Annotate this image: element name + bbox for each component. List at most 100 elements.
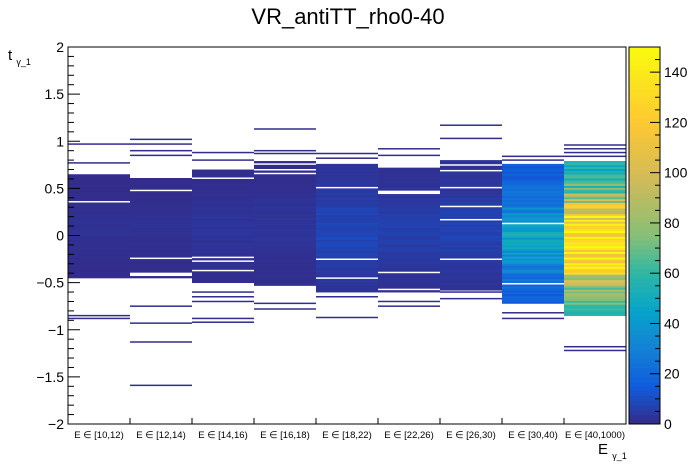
heatmap-cell — [254, 170, 316, 173]
heatmap-cell — [254, 161, 316, 164]
heatmap-cell — [378, 220, 440, 223]
heatmap-cell — [254, 270, 316, 273]
heatmap-cell — [254, 183, 316, 186]
heatmap-cell — [192, 237, 254, 240]
heatmap-cell — [192, 267, 254, 270]
x-category-label: E ∈ [26,30) — [446, 430, 495, 441]
heatmap-cell — [378, 241, 440, 244]
heatmap-cell — [378, 244, 440, 248]
heatmap-cell — [316, 214, 378, 218]
heatmap-column — [192, 151, 254, 323]
colorbar-segment — [629, 160, 660, 166]
heatmap-cell — [192, 210, 254, 214]
heatmap-cell — [440, 184, 502, 187]
heatmap-cell — [564, 276, 626, 279]
colorbar-segment — [629, 320, 660, 326]
heatmap-cell-outlier — [192, 291, 254, 293]
heatmap-cell — [502, 218, 564, 221]
heatmap-cell — [130, 210, 192, 213]
heatmap-cell — [192, 243, 254, 246]
heatmap-cell — [564, 187, 626, 190]
heatmap-cell — [440, 226, 502, 229]
colorbar-segment — [629, 348, 660, 354]
heatmap-cell — [192, 190, 254, 193]
colorbar-segment — [629, 310, 660, 317]
heatmap-cell-outlier — [130, 149, 192, 152]
heatmap-cell — [192, 235, 254, 238]
heatmap-cell — [564, 210, 626, 213]
heatmap-cell — [564, 204, 626, 207]
heatmap-cell — [502, 184, 564, 187]
heatmap-cell — [316, 239, 378, 242]
heatmap-cell — [378, 248, 440, 251]
heatmap-cell — [502, 248, 564, 251]
heatmap-cell — [502, 216, 564, 219]
heatmap-cell — [440, 201, 502, 204]
colorbar-tick-label: 100 — [664, 165, 688, 181]
chart-title: VR_antiTT_rho0-40 — [251, 4, 444, 29]
heatmap-cell — [192, 203, 254, 206]
heatmap-cell — [564, 285, 626, 288]
heatmap-cell — [316, 256, 378, 259]
heatmap-cell — [502, 212, 564, 216]
heatmap-cell — [564, 257, 626, 260]
colorbar-segment — [629, 56, 660, 62]
heatmap-cell-outlier — [564, 148, 626, 150]
heatmap-cell — [440, 167, 502, 170]
heatmap-cell — [440, 263, 502, 267]
heatmap-cell — [316, 250, 378, 253]
heatmap-column — [564, 144, 626, 352]
heatmap-cell — [378, 205, 440, 208]
heatmap-cell — [316, 224, 378, 227]
heatmap-cell — [316, 288, 378, 291]
colorbar-segment — [629, 376, 660, 383]
heatmap-cell — [316, 263, 378, 267]
heatmap-cell — [130, 266, 192, 269]
heatmap-cell — [192, 222, 254, 225]
heatmap-cell — [502, 258, 564, 261]
heatmap-cell — [564, 270, 626, 273]
heatmap-cell — [254, 198, 316, 202]
heatmap-cell — [68, 236, 130, 239]
heatmap-cell — [192, 258, 254, 261]
colorbar-segment — [629, 136, 660, 142]
heatmap-cell-outlier — [316, 296, 378, 298]
heatmap-cell — [68, 217, 130, 220]
heatmap-cell-outlier — [192, 159, 254, 161]
colorbar-segment — [629, 207, 660, 213]
heatmap-cell — [130, 243, 192, 247]
heatmap-cell — [68, 194, 130, 198]
heatmap-cell — [564, 249, 626, 252]
heatmap-cell — [130, 221, 192, 224]
heatmap-cell — [68, 189, 130, 192]
colorbar-segment — [629, 226, 660, 232]
heatmap-cell — [502, 214, 564, 218]
heatmap-cell — [68, 219, 130, 222]
heatmap-cell — [68, 249, 130, 252]
heatmap-cell — [192, 169, 254, 172]
heatmap-cell — [130, 198, 192, 202]
heatmap-cell — [316, 173, 378, 176]
heatmap-cell — [440, 195, 502, 199]
heatmap-cell — [378, 212, 440, 216]
heatmap-cell — [378, 177, 440, 180]
heatmap-cell — [378, 254, 440, 257]
heatmap-cell — [378, 290, 440, 293]
heatmap-cell — [564, 311, 626, 315]
heatmap-cell — [316, 290, 378, 293]
heatmap-cell — [68, 206, 130, 209]
colorbar-segment — [629, 197, 660, 204]
heatmap-cell — [502, 278, 564, 282]
colorbar-segment — [629, 400, 660, 406]
heatmap-cell — [564, 174, 626, 177]
heatmap-cell — [440, 203, 502, 206]
heatmap-cell — [378, 284, 440, 287]
heatmap-cell — [254, 206, 316, 209]
heatmap-cell-outlier — [130, 384, 192, 387]
heatmap-cell — [564, 196, 626, 200]
heatmap-cell — [564, 225, 626, 228]
y-tick-label: −1 — [48, 322, 64, 338]
heatmap-cell — [254, 200, 316, 203]
heatmap-cell — [564, 291, 626, 294]
heatmap-cell — [564, 172, 626, 175]
